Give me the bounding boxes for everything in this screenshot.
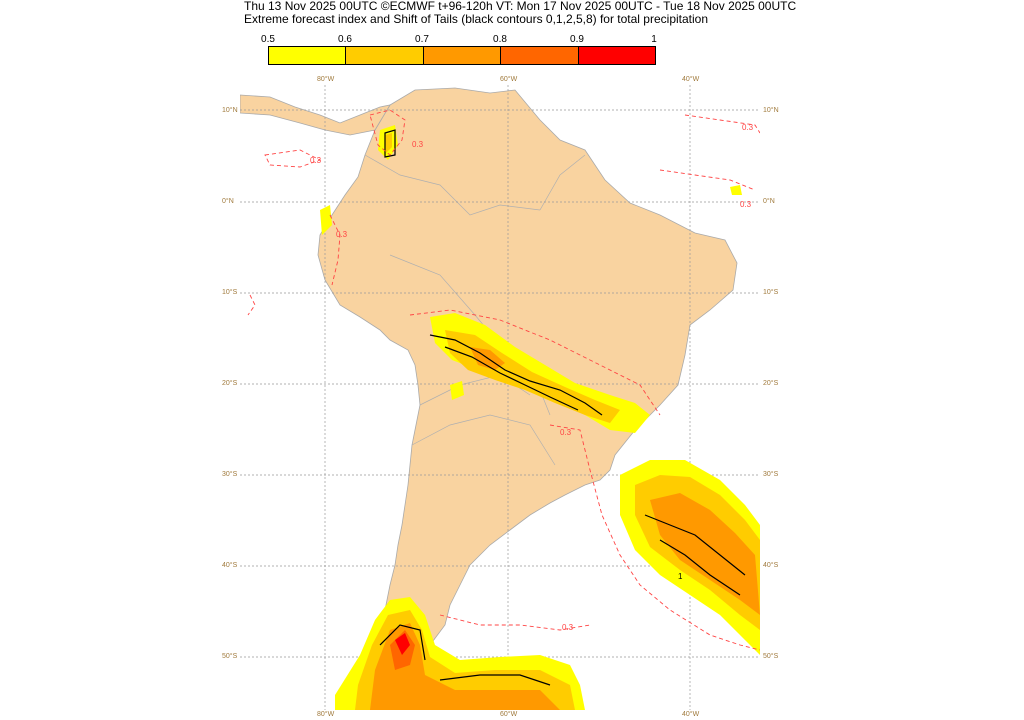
lon-label: 40°W xyxy=(682,711,700,718)
lat-label: 50°S xyxy=(763,653,779,660)
map-canvas: 0.3 0.3 0.3 0.3 0.3 0.3 0.3 1 xyxy=(240,85,760,710)
map-title-line-2: Extreme forecast index and Shift of Tail… xyxy=(244,12,709,26)
sot-label: 1 xyxy=(678,572,683,581)
lat-label: 30°S xyxy=(222,471,238,478)
legend-tick: 0.5 xyxy=(261,34,275,45)
lat-label: 0°N xyxy=(763,198,775,205)
contour-label: 0.3 xyxy=(336,230,348,239)
contour-label: 0.3 xyxy=(740,200,752,209)
map-panel[interactable]: 0.3 0.3 0.3 0.3 0.3 0.3 0.3 1 xyxy=(240,85,760,710)
legend-tick: 0.8 xyxy=(493,34,507,45)
sot-contours xyxy=(379,129,746,686)
lat-label: 10°S xyxy=(222,289,238,296)
contour-label: 0.3 xyxy=(560,428,572,437)
efi-region-atlantic xyxy=(620,460,760,655)
map-title-line-1: Thu 13 Nov 2025 00UTC ©ECMWF t+96-120h V… xyxy=(244,0,797,13)
central-america-land xyxy=(240,94,391,136)
lat-label: 10°N xyxy=(763,107,779,114)
lon-label: 60°W xyxy=(500,711,518,718)
efi-0.3-contours xyxy=(247,109,760,651)
contour-label: 0.3 xyxy=(742,123,754,132)
efi-region-patagonia xyxy=(335,597,585,710)
lon-label: 60°W xyxy=(500,76,518,83)
lat-label: 20°S xyxy=(222,380,238,387)
legend-swatch xyxy=(501,47,579,64)
legend-tick: 0.9 xyxy=(570,34,584,45)
contour-label: 0.3 xyxy=(310,156,322,165)
lat-label: 10°S xyxy=(763,289,779,296)
legend-swatch xyxy=(346,47,424,64)
lat-label: 30°S xyxy=(763,471,779,478)
lon-label: 40°W xyxy=(682,76,700,83)
lat-label: 0°N xyxy=(222,198,234,205)
legend-tick: 0.6 xyxy=(338,34,352,45)
sot-label-layer: 1 xyxy=(678,572,683,581)
lat-label: 40°S xyxy=(222,562,238,569)
lat-label: 40°S xyxy=(763,562,779,569)
contour-label: 0.3 xyxy=(562,623,574,632)
lat-label: 50°S xyxy=(222,653,238,660)
legend-colorbar xyxy=(268,46,656,65)
legend-swatch xyxy=(423,47,502,64)
lat-label: 10°N xyxy=(222,107,238,114)
lon-label: 80°W xyxy=(317,711,335,718)
contour-label-layer: 0.3 0.3 0.3 0.3 0.3 0.3 0.3 xyxy=(310,123,754,632)
legend-swatch xyxy=(578,47,656,64)
legend-tick: 1 xyxy=(651,34,657,45)
lat-label: 20°S xyxy=(763,380,779,387)
legend-tick: 0.7 xyxy=(415,34,429,45)
legend-swatch xyxy=(269,47,347,64)
contour-label: 0.3 xyxy=(412,140,424,149)
lon-label: 80°W xyxy=(317,76,335,83)
